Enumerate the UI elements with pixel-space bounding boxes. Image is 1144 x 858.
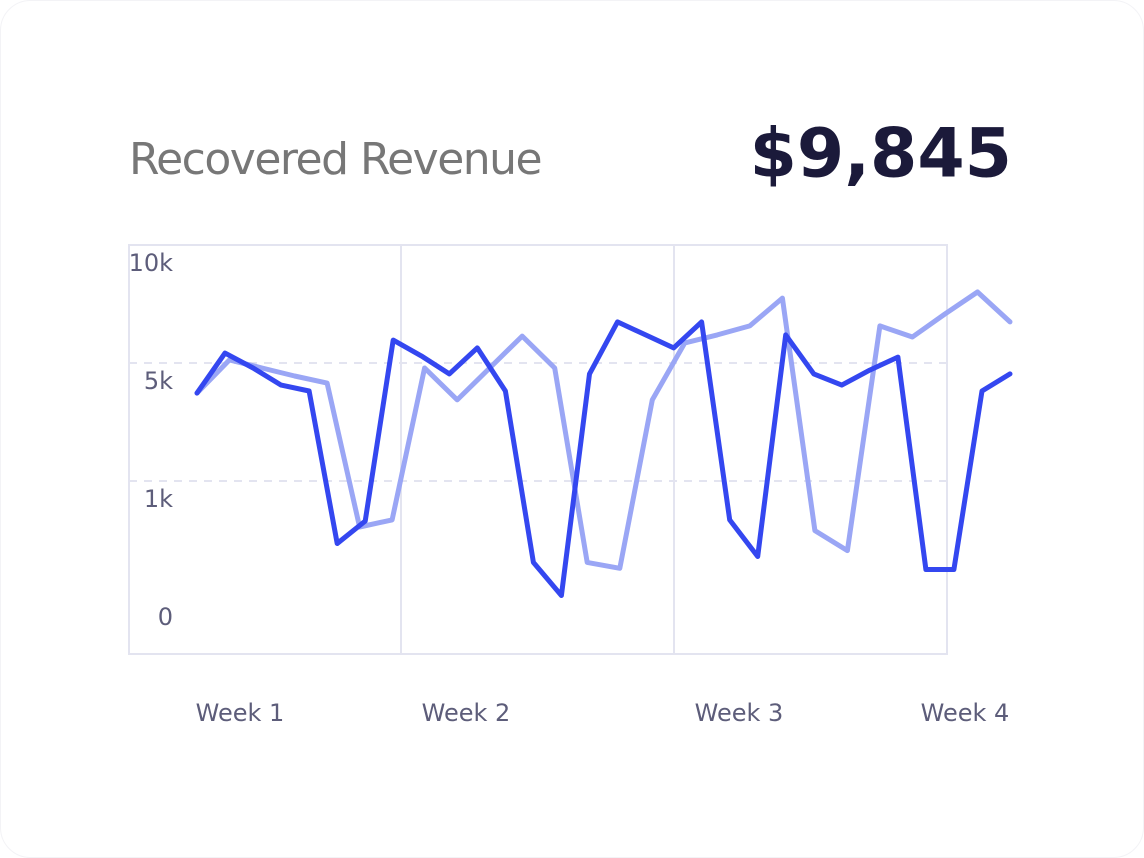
x-tick-label: Week 3 — [695, 699, 784, 727]
x-tick-label: Week 4 — [921, 699, 1010, 727]
x-tick-label: Week 2 — [422, 699, 511, 727]
y-tick-label: 0 — [158, 603, 173, 631]
series-line — [194, 319, 1013, 598]
series-line — [194, 289, 1013, 571]
y-tick-label: 10k — [129, 249, 174, 277]
title: Recovered Revenue — [129, 134, 541, 185]
total-value: $9,845 — [750, 115, 1012, 194]
y-tick-label: 1k — [144, 485, 173, 513]
x-tick-label: Week 1 — [196, 699, 285, 727]
y-tick-label: 5k — [144, 367, 173, 395]
